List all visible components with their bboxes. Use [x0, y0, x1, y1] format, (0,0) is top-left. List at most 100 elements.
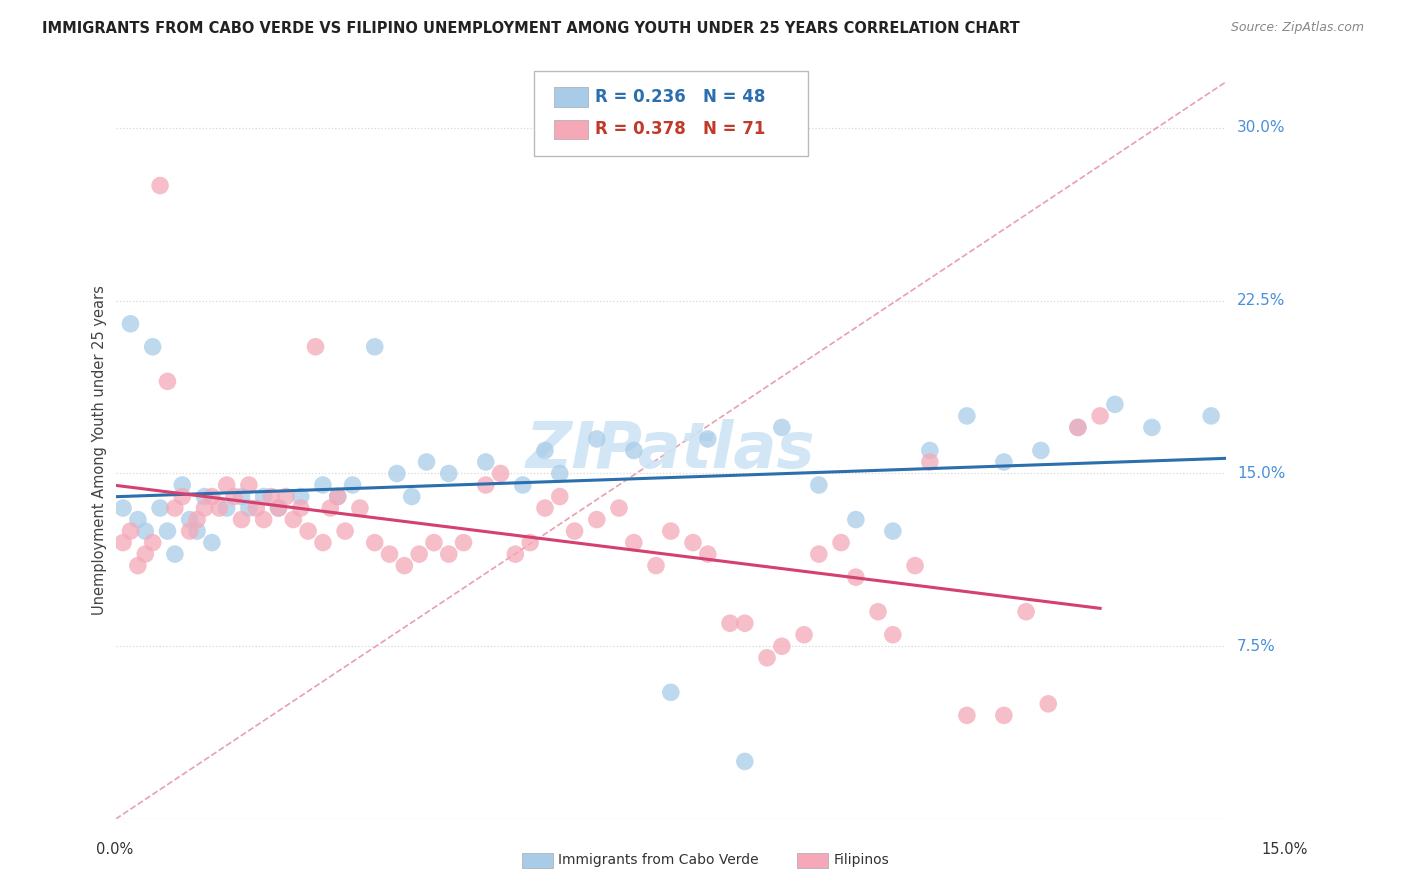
Y-axis label: Unemployment Among Youth under 25 years: Unemployment Among Youth under 25 years — [93, 285, 107, 615]
Point — [904, 558, 927, 573]
Point — [312, 535, 335, 549]
Point — [401, 490, 423, 504]
Point — [718, 616, 741, 631]
Point — [1015, 605, 1038, 619]
Point — [142, 340, 165, 354]
Point — [585, 512, 607, 526]
Point — [564, 524, 586, 538]
Point — [112, 535, 135, 549]
Point — [918, 455, 941, 469]
Point — [1029, 443, 1052, 458]
Point — [1140, 420, 1163, 434]
Point — [607, 501, 630, 516]
Point — [333, 524, 356, 538]
Point — [1199, 409, 1222, 423]
Point — [297, 524, 319, 538]
Point — [1038, 697, 1060, 711]
Text: Source: ZipAtlas.com: Source: ZipAtlas.com — [1230, 21, 1364, 34]
Point — [231, 490, 253, 504]
Text: 0.0%: 0.0% — [96, 842, 132, 856]
Point — [770, 420, 793, 434]
Point — [349, 501, 371, 516]
Text: 7.5%: 7.5% — [1237, 639, 1275, 654]
Point — [408, 547, 430, 561]
Point — [534, 501, 557, 516]
Point — [201, 490, 224, 504]
Point — [845, 570, 868, 584]
Point — [437, 547, 460, 561]
Point — [474, 455, 496, 469]
Text: Filipinos: Filipinos — [834, 853, 890, 867]
Point — [149, 178, 172, 193]
Point — [319, 501, 342, 516]
Point — [208, 501, 231, 516]
Point — [807, 478, 830, 492]
Point — [342, 478, 364, 492]
Point — [364, 535, 387, 549]
Point — [267, 501, 290, 516]
Point — [623, 443, 645, 458]
Point — [453, 535, 475, 549]
Point — [112, 501, 135, 516]
Point — [1104, 397, 1126, 411]
Text: R = 0.236   N = 48: R = 0.236 N = 48 — [595, 88, 765, 106]
Point — [215, 501, 238, 516]
Point — [142, 535, 165, 549]
Point — [645, 558, 668, 573]
Point — [253, 512, 276, 526]
Text: 22.5%: 22.5% — [1237, 293, 1285, 309]
Point — [149, 501, 172, 516]
Point — [1088, 409, 1111, 423]
Point — [993, 455, 1015, 469]
Point — [770, 640, 793, 654]
Point — [956, 409, 979, 423]
Point — [267, 501, 290, 516]
Point — [179, 524, 201, 538]
Point — [245, 501, 267, 516]
Point — [134, 547, 156, 561]
Point — [734, 616, 756, 631]
Point — [659, 685, 682, 699]
Point — [696, 432, 718, 446]
Point — [868, 605, 890, 619]
Point — [193, 490, 215, 504]
Point — [326, 490, 349, 504]
Point — [385, 467, 408, 481]
Text: Immigrants from Cabo Verde: Immigrants from Cabo Verde — [558, 853, 759, 867]
Point — [659, 524, 682, 538]
Point — [127, 512, 149, 526]
Point — [215, 478, 238, 492]
Point — [231, 512, 253, 526]
Point — [682, 535, 704, 549]
Point — [882, 524, 904, 538]
Point — [172, 478, 194, 492]
Point — [956, 708, 979, 723]
Point — [186, 512, 208, 526]
Point — [238, 478, 260, 492]
Point — [548, 490, 571, 504]
Point — [474, 478, 496, 492]
Point — [290, 501, 312, 516]
Point — [756, 650, 779, 665]
Text: 15.0%: 15.0% — [1237, 466, 1285, 481]
Point — [519, 535, 541, 549]
Point — [378, 547, 401, 561]
Text: ZIPatlas: ZIPatlas — [526, 419, 815, 482]
Point — [415, 455, 437, 469]
Point — [585, 432, 607, 446]
Point — [120, 317, 142, 331]
Point — [1067, 420, 1090, 434]
Point — [253, 490, 276, 504]
Point — [290, 490, 312, 504]
Point — [505, 547, 527, 561]
Point — [734, 755, 756, 769]
Point — [830, 535, 852, 549]
Point — [163, 501, 186, 516]
Point — [793, 628, 815, 642]
Point — [172, 490, 194, 504]
Point — [489, 467, 512, 481]
Point — [918, 443, 941, 458]
Point — [623, 535, 645, 549]
Point — [274, 490, 297, 504]
Point — [186, 524, 208, 538]
